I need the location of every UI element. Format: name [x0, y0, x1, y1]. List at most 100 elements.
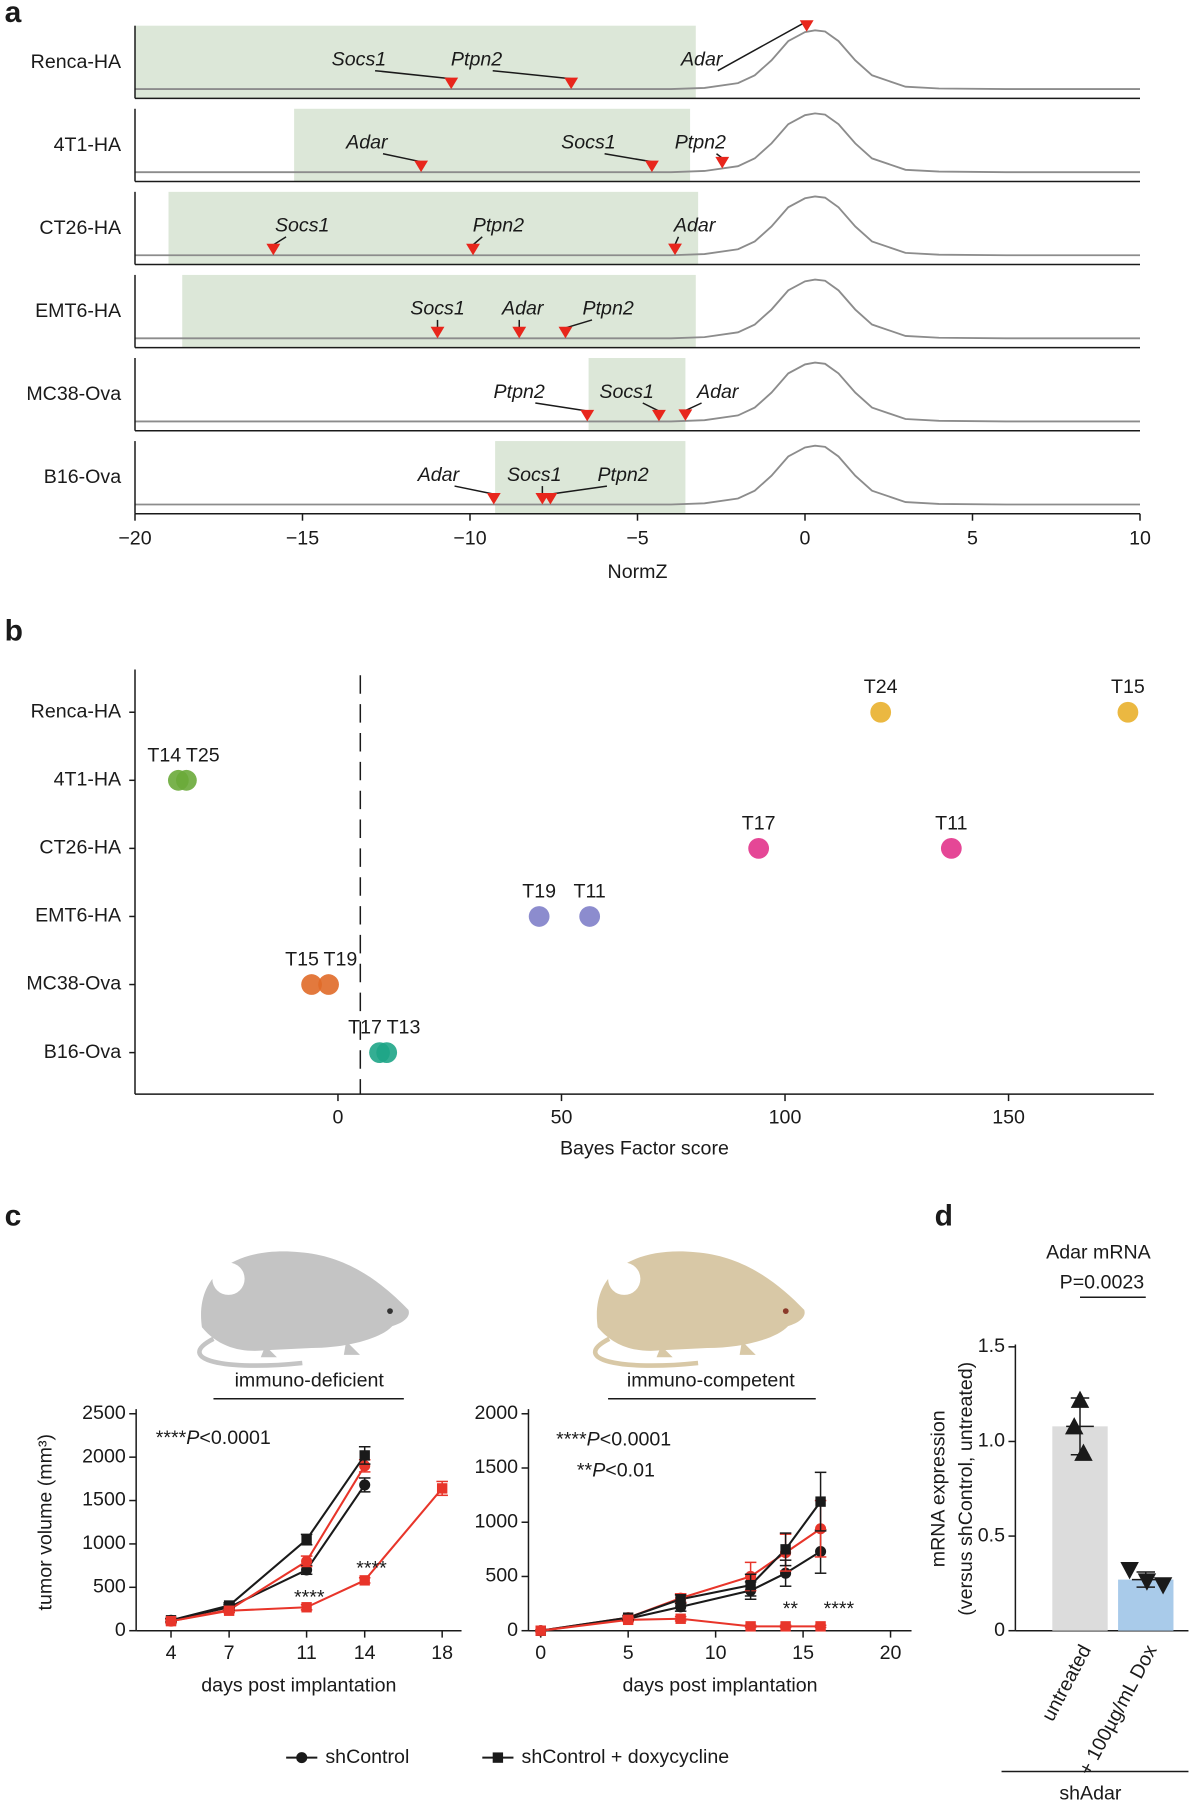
- leader-line: [674, 236, 680, 246]
- point-marker: [436, 1483, 448, 1494]
- significance-stars: ****: [294, 1587, 325, 1609]
- gene-marker: [799, 20, 814, 32]
- gene-label: Adar: [501, 298, 545, 320]
- stat-annotation-part: <0.01: [605, 1460, 655, 1482]
- row-label: EMT6-HA: [35, 300, 122, 322]
- y-tick-label: 0: [994, 1619, 1005, 1641]
- y-axis-label: (versus shControl, untreated): [955, 1362, 977, 1616]
- leader-line: [535, 402, 588, 412]
- gene-label: Socs1: [410, 298, 465, 320]
- gene-marker: [715, 156, 730, 169]
- dot-label: T19: [522, 880, 556, 902]
- row-label: 4T1-HA: [54, 134, 122, 156]
- dot: [1117, 701, 1139, 723]
- legend-marker: [296, 1752, 308, 1764]
- density-curve: [135, 195, 1140, 257]
- point-marker: [745, 1621, 756, 1632]
- y-tick-label: 0: [115, 1619, 126, 1641]
- dot-label: T25: [186, 744, 220, 766]
- gene-label: Adar: [680, 48, 724, 70]
- dot: [376, 1042, 398, 1063]
- row-label: EMT6-HA: [35, 905, 122, 927]
- gene-label: Ptpn2: [451, 48, 502, 70]
- y-tick-label: 0: [507, 1619, 518, 1641]
- significance-stars: ****: [824, 1598, 855, 1620]
- density-curve: [135, 112, 1140, 174]
- point-marker: [622, 1614, 634, 1626]
- dot: [176, 769, 197, 791]
- series-line: [170, 1454, 366, 1622]
- dot: [528, 906, 550, 927]
- legend-label: shControl + doxycycline: [522, 1746, 730, 1768]
- point-marker: [745, 1579, 756, 1591]
- point-marker: [301, 1534, 312, 1545]
- x-tick-label: 0: [535, 1642, 546, 1664]
- stat-annotation-part: P: [587, 1428, 600, 1450]
- y-tick-label: 2000: [474, 1402, 518, 1424]
- point-marker: [780, 1544, 791, 1555]
- leader-line: [272, 236, 287, 246]
- gene-label: Socs1: [599, 381, 654, 403]
- gene-label: Adar: [417, 464, 461, 486]
- x-axis-label: days post implantation: [622, 1674, 817, 1696]
- gene-label: Adar: [673, 215, 717, 237]
- density-curve: [135, 444, 1140, 506]
- x-tick-label: 10: [705, 1642, 727, 1664]
- dot-label: T15: [1111, 676, 1145, 698]
- density-curve: [135, 278, 1140, 340]
- row-label: Renca-HA: [31, 700, 122, 722]
- leader-line: [642, 402, 660, 412]
- panel-letter: a: [5, 0, 22, 29]
- subplot-title: immuno-deficient: [235, 1370, 385, 1392]
- point-marker: [223, 1605, 235, 1616]
- x-tick-label: −15: [286, 527, 319, 549]
- gene-marker: [652, 409, 666, 422]
- x-tick-label: 15: [792, 1642, 814, 1664]
- gene-label: Ptpn2: [473, 215, 524, 237]
- series-line: [170, 1465, 366, 1623]
- x-tick-label: 5: [967, 527, 978, 549]
- gene-marker: [486, 492, 501, 505]
- y-tick-label: 1.0: [978, 1430, 1005, 1452]
- point-marker: [301, 1555, 313, 1567]
- leader-line: [550, 485, 608, 495]
- point-marker: [535, 1625, 546, 1636]
- shaded-region: [588, 358, 686, 431]
- point-marker: [780, 1621, 791, 1632]
- significance-stars: ****: [356, 1558, 387, 1580]
- gene-marker: [430, 326, 445, 339]
- dot-label: T17: [742, 812, 776, 834]
- x-tick-label: 100: [769, 1107, 802, 1129]
- dot: [318, 974, 339, 995]
- x-axis-label: Bayes Factor score: [560, 1138, 729, 1160]
- chart-title: Adar mRNA: [1046, 1242, 1152, 1264]
- gene-label: Socs1: [332, 48, 387, 70]
- y-tick-label: 1500: [474, 1456, 518, 1478]
- gene-marker: [668, 243, 682, 256]
- x-tick-label: 0: [800, 527, 811, 549]
- point-marker: [675, 1613, 686, 1624]
- point-marker: [165, 1615, 177, 1627]
- data-point: [1153, 1577, 1173, 1595]
- gene-label: Ptpn2: [494, 381, 545, 403]
- gene-label: Ptpn2: [583, 298, 634, 320]
- x-tick-label: 50: [551, 1107, 573, 1129]
- point-marker: [815, 1621, 826, 1632]
- leader-line: [382, 153, 422, 163]
- subplot-title: immuno-competent: [627, 1370, 795, 1392]
- y-tick-label: 1500: [82, 1489, 126, 1511]
- stat-annotation: ****P<0.0001: [156, 1427, 271, 1449]
- dot-label: T19: [324, 948, 358, 970]
- data-point: [1137, 1573, 1157, 1591]
- group-label: shAdar: [1059, 1783, 1122, 1805]
- row-label: Renca-HA: [31, 51, 122, 73]
- y-tick-label: 1000: [474, 1510, 518, 1532]
- data-point: [1074, 1443, 1093, 1461]
- mouse-icon-tan: [593, 1251, 805, 1368]
- y-axis-label: tumor volume (mm³): [34, 1434, 56, 1611]
- dot: [301, 974, 322, 995]
- density-curve: [135, 29, 1140, 91]
- gene-marker: [678, 409, 693, 421]
- gene-marker: [558, 326, 573, 339]
- panel-letter: c: [5, 1200, 22, 1233]
